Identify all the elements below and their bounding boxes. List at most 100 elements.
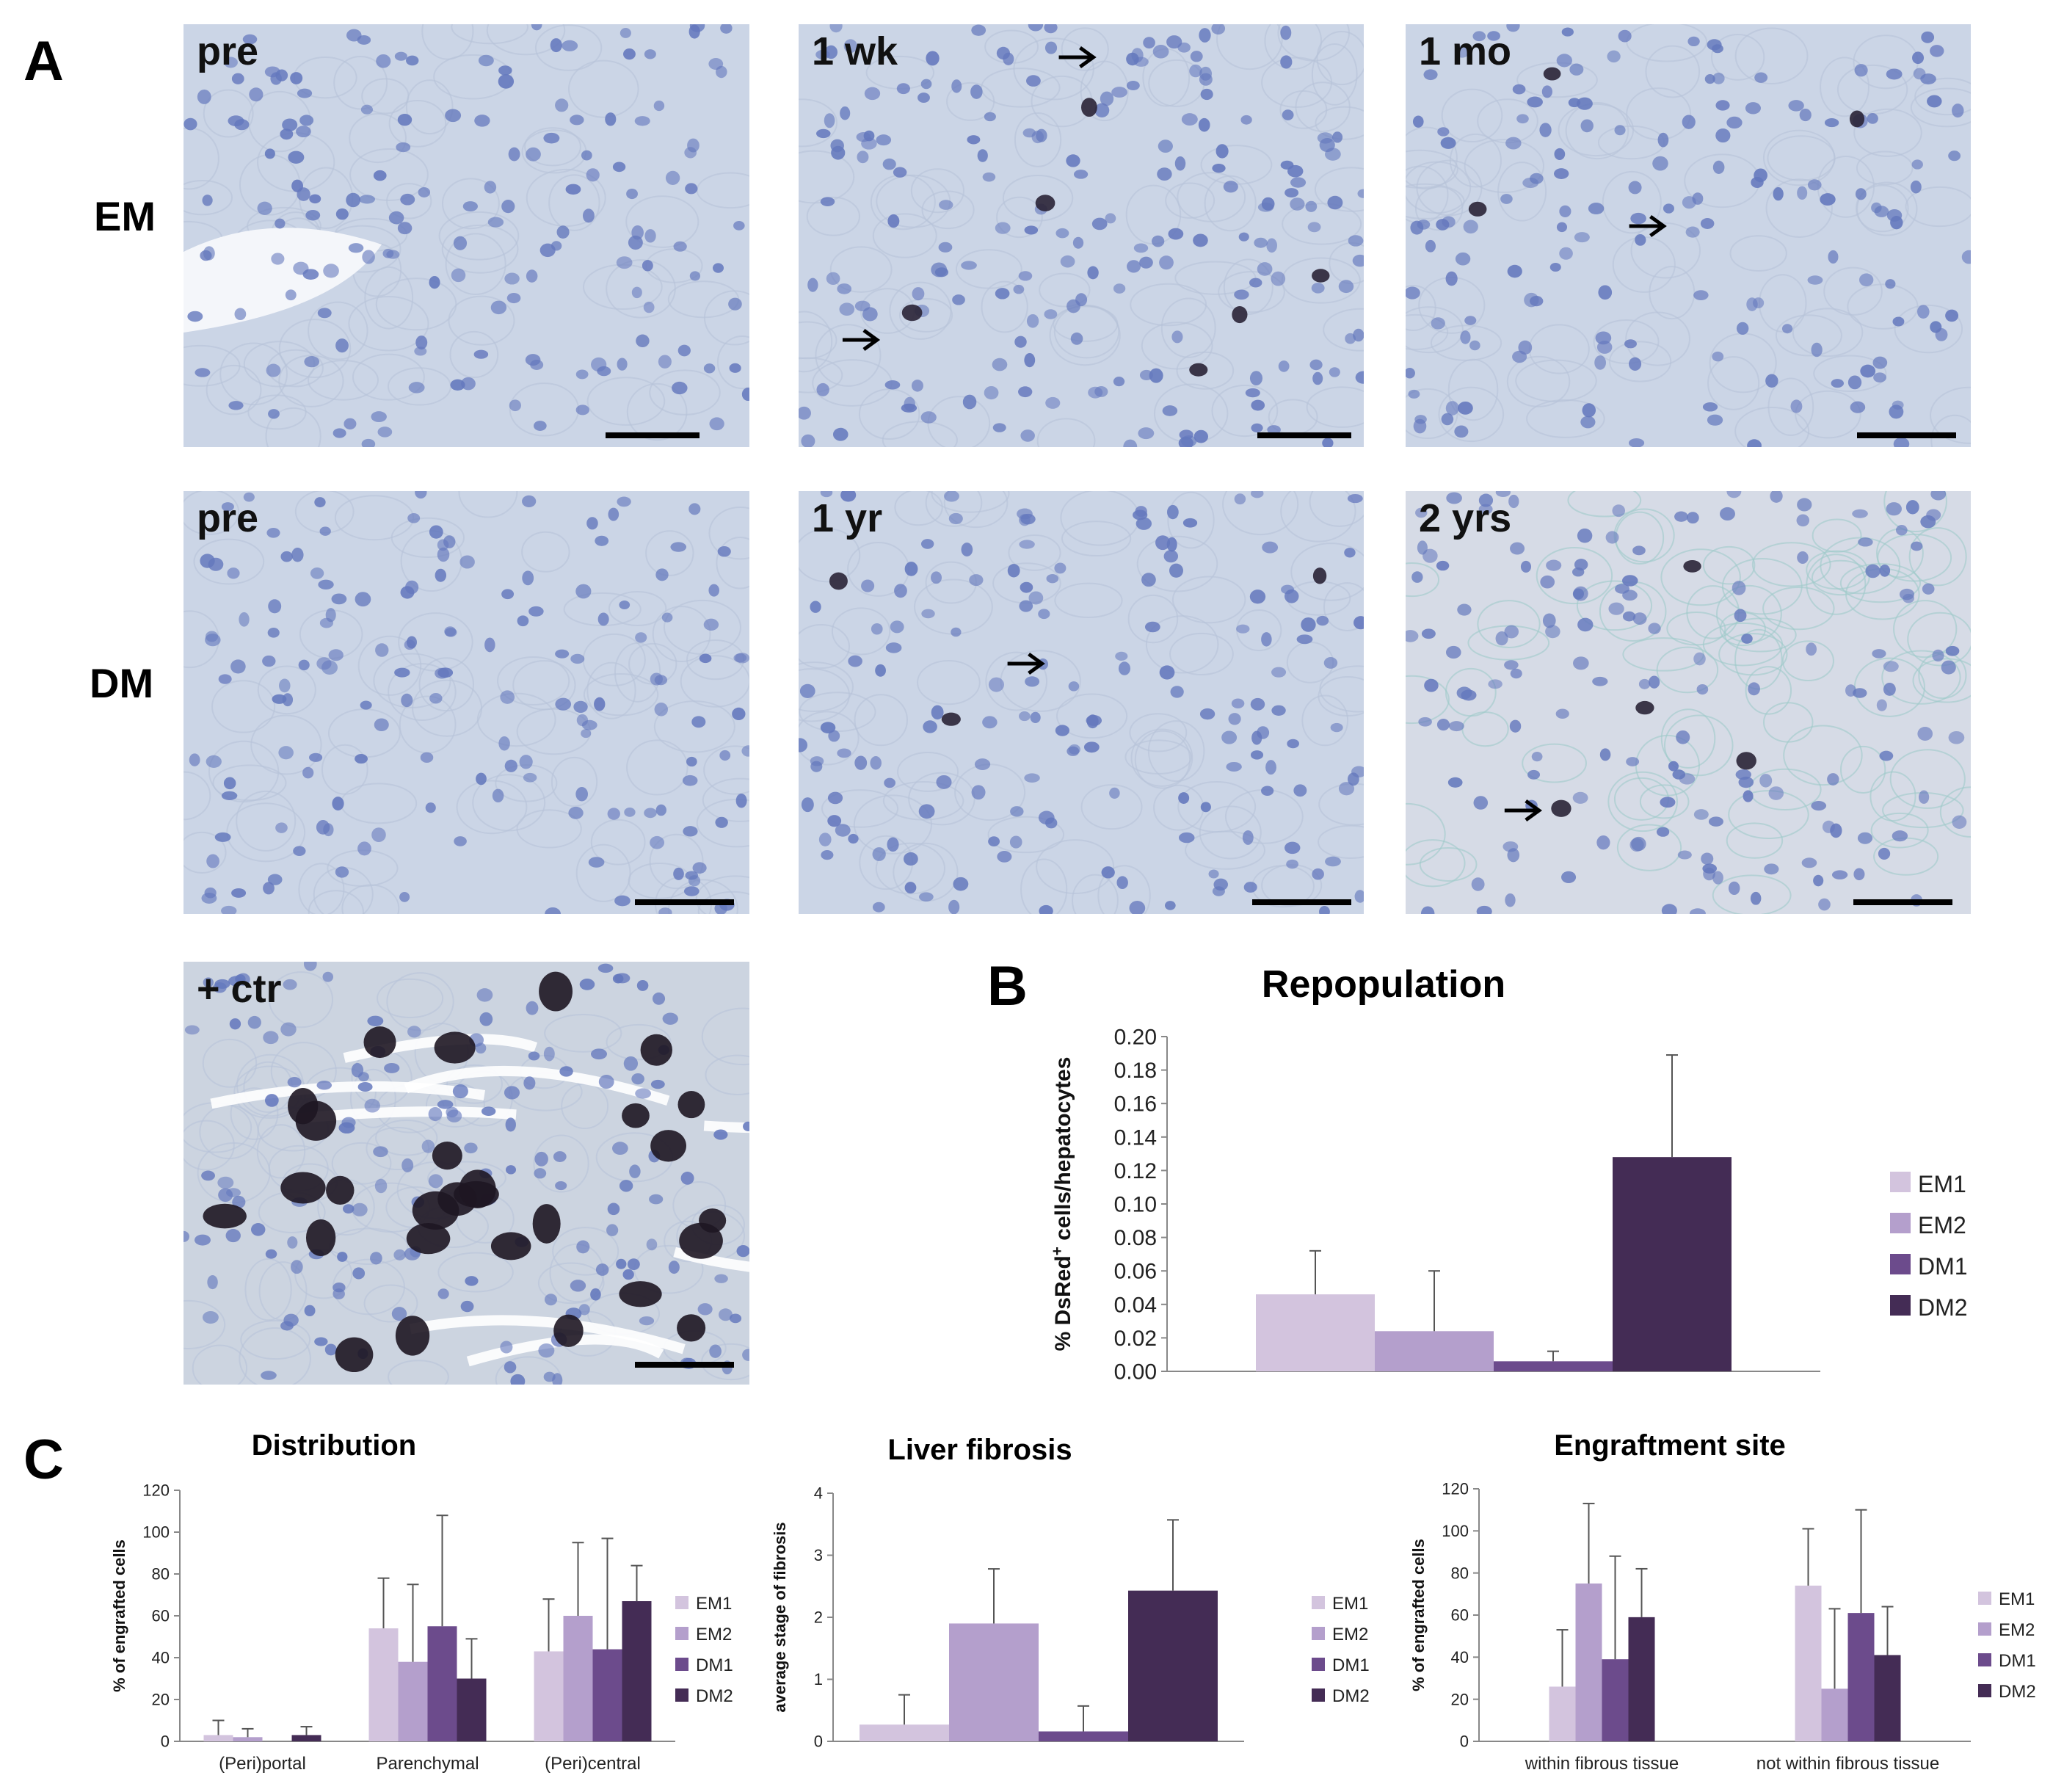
cell-outline	[1660, 548, 1741, 606]
cell-outline	[1127, 594, 1179, 644]
nucleus	[1892, 400, 1904, 410]
nucleus	[1158, 139, 1173, 153]
positive-cell	[901, 304, 923, 322]
nucleus	[1828, 250, 1839, 264]
nucleus	[1234, 289, 1249, 300]
nucleus	[977, 149, 988, 162]
cell-outline	[1881, 650, 1961, 705]
nucleus	[1790, 399, 1803, 413]
cell-outline	[1660, 708, 1716, 769]
cell-outline	[917, 660, 981, 705]
nucleus	[1013, 284, 1025, 294]
cell-outline	[701, 1343, 749, 1381]
nucleus	[1657, 132, 1669, 148]
cell-outline	[1625, 311, 1690, 366]
cell-outline	[1129, 713, 1188, 752]
bar-dm2	[622, 1601, 652, 1741]
nucleus	[801, 797, 814, 813]
nucleus	[443, 535, 456, 548]
nucleus	[1747, 439, 1762, 447]
legend-swatch-em1	[1978, 1592, 1991, 1605]
nucleus	[1885, 279, 1896, 289]
cell-outline	[184, 771, 211, 821]
nucleus	[201, 1170, 215, 1181]
nucleus	[1458, 401, 1473, 415]
cell-outline	[586, 377, 666, 426]
chart-title: Engraftment site	[1554, 1429, 1786, 1462]
sinusoid	[409, 1315, 686, 1354]
nucleus	[608, 507, 619, 521]
legend-swatch-dm1	[675, 1658, 688, 1671]
cell-outline	[1710, 33, 1765, 81]
micrograph-label: pre	[197, 29, 259, 73]
nucleus	[509, 399, 521, 412]
nucleus	[1144, 621, 1160, 633]
nucleus	[1412, 115, 1424, 128]
nucleus	[1018, 271, 1033, 281]
y-tick-label: 0.02	[1114, 1327, 1157, 1351]
cell-outline	[1406, 839, 1466, 888]
cell-outline	[799, 711, 860, 766]
nucleus	[1251, 399, 1265, 411]
nucleus	[953, 877, 969, 891]
nucleus	[1307, 222, 1321, 233]
nucleus	[1660, 797, 1676, 808]
nucleus	[854, 755, 868, 770]
nucleus	[685, 183, 698, 195]
nucleus	[1208, 869, 1219, 879]
nucleus	[717, 546, 731, 557]
legend-label-em1: EM1	[1332, 1594, 1368, 1614]
nucleus	[275, 218, 286, 229]
y-tick-label: 2	[814, 1608, 823, 1627]
nucleus	[1353, 328, 1364, 342]
nucleus	[223, 777, 236, 790]
nucleus	[207, 1274, 218, 1290]
nucleus	[418, 186, 431, 197]
chart-svg: Engraftment site 0 20 40 60 80 100 120 % of engr…	[1409, 1429, 2036, 1774]
nucleus	[1886, 502, 1902, 516]
nucleus	[1305, 200, 1318, 212]
nucleus	[539, 243, 556, 258]
nucleus	[1741, 634, 1753, 644]
nucleus	[243, 492, 255, 502]
nucleus	[293, 261, 309, 275]
positive-cell	[1232, 306, 1248, 324]
nucleus	[743, 1121, 749, 1131]
nucleus	[1811, 801, 1827, 811]
cell-outline	[373, 653, 451, 708]
nucleus	[1520, 560, 1532, 573]
nucleus	[665, 170, 680, 185]
nucleus	[988, 836, 1000, 846]
nucleus	[1115, 651, 1128, 661]
nucleus	[923, 720, 937, 733]
panel-letter-b: B	[987, 955, 1028, 1017]
cell-outline	[361, 78, 410, 115]
nucleus	[1113, 377, 1125, 387]
cell-outline	[308, 890, 364, 914]
nucleus	[184, 117, 197, 131]
nucleus	[425, 802, 436, 813]
nucleus	[293, 846, 306, 857]
cell-outline	[1536, 547, 1613, 605]
nucleus	[606, 1224, 619, 1236]
y-tick-label: 0	[1460, 1733, 1469, 1751]
nucleus	[1441, 413, 1454, 426]
nucleus	[1445, 401, 1459, 416]
nucleus	[824, 113, 835, 128]
nucleus	[1922, 583, 1935, 595]
y-tick-label: 0	[814, 1733, 823, 1751]
nucleus	[1845, 684, 1856, 697]
nucleus	[501, 589, 515, 600]
nucleus	[1178, 832, 1195, 844]
nucleus	[556, 225, 570, 239]
nucleus	[373, 170, 387, 181]
cell-outline	[537, 1262, 605, 1305]
bar-dm2	[457, 1678, 487, 1741]
nucleus	[1961, 250, 1971, 264]
cell-outline	[1889, 749, 1966, 809]
nucleus	[1228, 713, 1241, 725]
nucleus	[278, 678, 291, 693]
cell-outline	[1477, 600, 1541, 648]
nucleus	[184, 1230, 189, 1242]
nucleus	[654, 702, 669, 717]
